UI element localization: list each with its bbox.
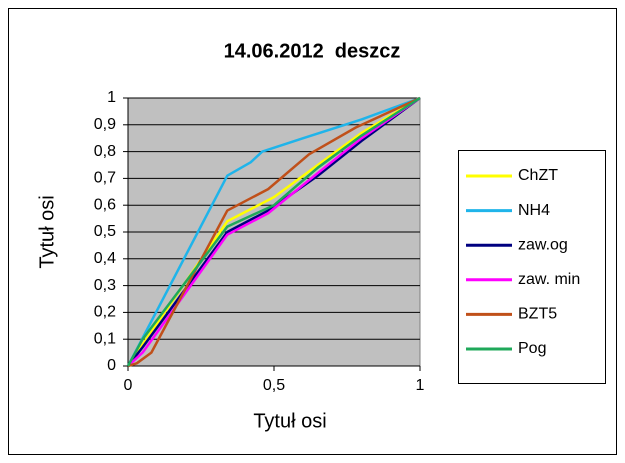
y-tick-label: 1 <box>107 89 116 106</box>
legend-label: zaw. min <box>518 271 580 288</box>
legend-label: NH4 <box>518 202 550 219</box>
series-line <box>126 96 421 367</box>
chart-title: 14.06.2012 deszcz <box>224 40 401 62</box>
legend-label: ChZT <box>518 167 558 184</box>
x-tick-label: 0 <box>124 377 133 394</box>
legend-label: BZT5 <box>518 306 557 323</box>
legend-label: Pog <box>518 340 546 357</box>
y-tick-label: 0,5 <box>94 223 116 240</box>
y-tick-label: 0,6 <box>94 196 116 213</box>
y-axis-title: Tytuł osi <box>36 195 58 268</box>
y-tick-label: 0,9 <box>94 116 116 133</box>
y-tick-label: 0,2 <box>94 304 116 321</box>
x-tick-label: 0,5 <box>263 377 285 394</box>
x-axis-title: Tytuł osi <box>253 410 326 432</box>
series-line <box>127 96 421 367</box>
y-tick-label: 0,4 <box>94 250 116 267</box>
series-line <box>126 96 421 367</box>
y-tick-label: 0,3 <box>94 277 116 294</box>
y-tick-label: 0 <box>107 357 116 374</box>
series-line <box>127 96 421 367</box>
y-tick-label: 0,1 <box>94 330 116 347</box>
x-tick-label: 1 <box>416 377 425 394</box>
series-line <box>127 96 421 368</box>
legend-label: zaw.og <box>518 236 568 253</box>
series-line <box>126 96 421 367</box>
y-tick-label: 0,7 <box>94 170 116 187</box>
legend <box>458 150 606 384</box>
y-tick-label: 0,8 <box>94 143 116 160</box>
